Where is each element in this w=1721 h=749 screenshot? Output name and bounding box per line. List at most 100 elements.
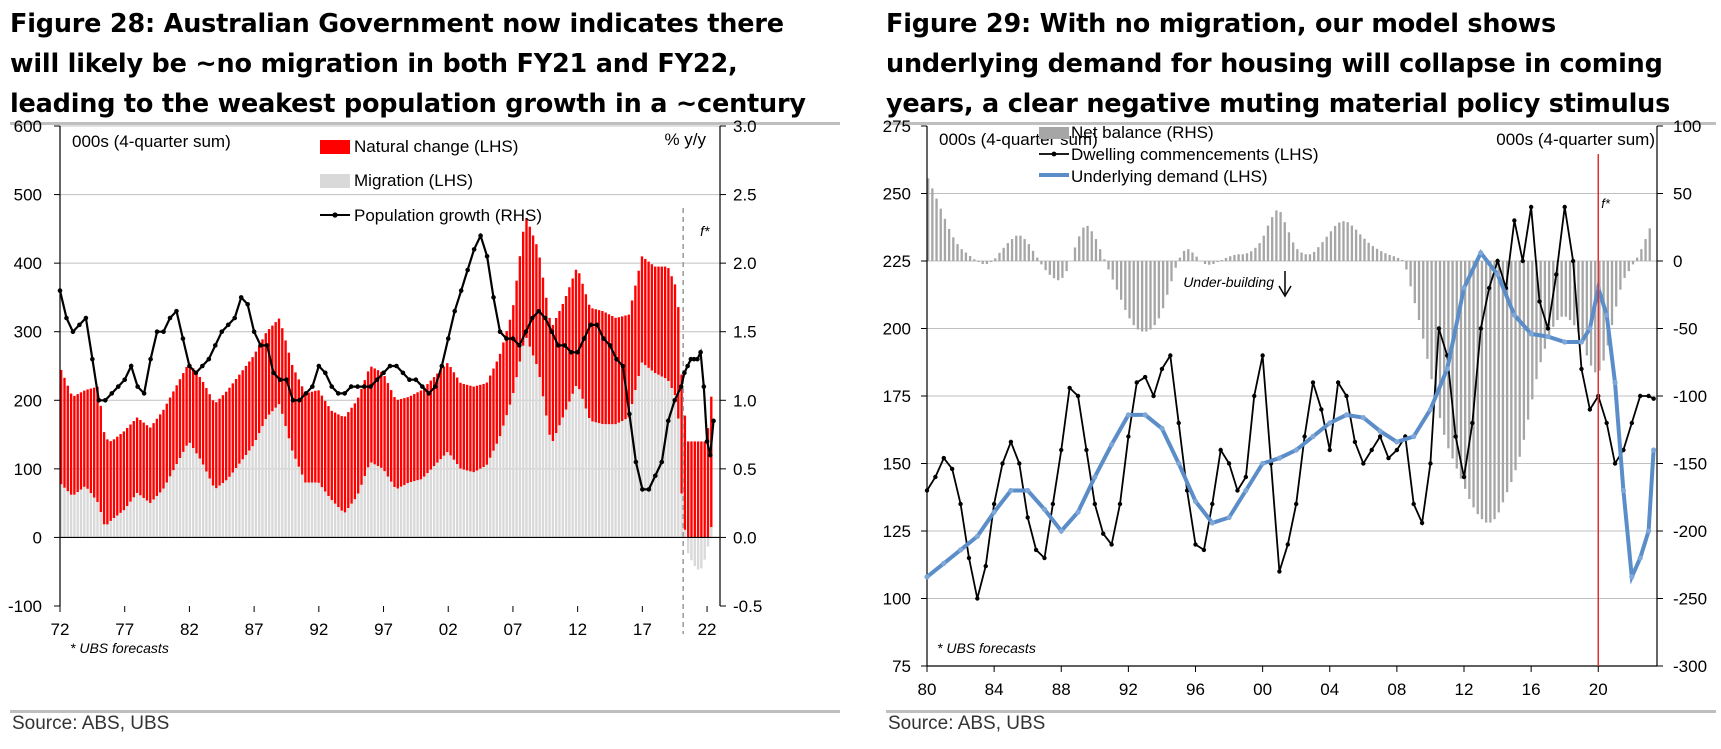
natural-change-bar — [343, 416, 347, 513]
underlying-demand-point — [1629, 574, 1635, 580]
population-growth-point — [665, 418, 671, 424]
net-balance-bar — [1078, 236, 1081, 261]
natural-change-bar — [69, 393, 73, 495]
natural-change-bar — [165, 403, 168, 483]
migration-bar — [248, 450, 251, 538]
migration-bar — [607, 424, 611, 538]
population-growth-point — [297, 397, 302, 403]
migration-bar — [614, 424, 617, 538]
net-balance-bar — [1308, 254, 1312, 261]
legend-natural-swatch — [320, 140, 350, 154]
migration-bar — [254, 440, 258, 538]
net-balance-bar — [1459, 261, 1463, 479]
net-balance-bar — [1610, 261, 1614, 326]
migration-bar — [449, 455, 452, 538]
migration-bar — [258, 433, 261, 538]
population-growth-point — [504, 336, 509, 341]
figure-28-source: Source: ABS, UBS — [12, 713, 170, 734]
natural-change-bar — [495, 361, 498, 444]
net-balance-bar — [1086, 225, 1089, 261]
under-building-arrow-head — [1278, 285, 1292, 298]
net-balance-bar — [1468, 261, 1471, 499]
migration-bar — [591, 421, 594, 538]
population-growth-point — [542, 315, 548, 321]
dwelling-commencements-point — [1218, 447, 1223, 453]
natural-change-bar — [297, 379, 300, 467]
net-balance-bar — [1027, 244, 1030, 261]
net-balance-bar — [1191, 252, 1194, 261]
natural-change-bar — [159, 414, 162, 493]
dwelling-commencements-point — [1168, 353, 1173, 358]
migration-bar — [485, 464, 489, 538]
migration-bar — [667, 381, 670, 538]
net-balance-bar — [1321, 242, 1324, 261]
population-growth-point — [471, 247, 477, 252]
net-balance-bar — [943, 218, 947, 261]
migration-bar — [479, 468, 482, 538]
net-balance-bar — [1598, 261, 1601, 371]
population-growth-point — [329, 384, 335, 389]
population-growth-point — [122, 377, 128, 383]
y-left-tick-label: 225 — [883, 252, 911, 271]
underlying-demand-point — [1494, 271, 1501, 278]
migration-bar — [149, 502, 152, 538]
migration-bar — [650, 370, 654, 538]
population-growth-point — [517, 343, 522, 348]
natural-change-bar — [416, 392, 419, 481]
natural-change-bar — [654, 266, 657, 374]
migration-bar — [155, 495, 159, 538]
legend-dwelling-label: Dwelling commencements (LHS) — [1071, 145, 1319, 164]
underlying-demand-point — [974, 533, 980, 539]
dwelling-commencements-point — [1084, 447, 1089, 453]
migration-bar — [531, 355, 535, 538]
migration-bar — [548, 434, 551, 538]
natural-change-bar — [650, 264, 654, 371]
natural-change-bar — [564, 295, 568, 410]
dwelling-commencements-point — [1285, 542, 1291, 547]
dwelling-commencements-point — [1651, 396, 1656, 401]
x-tick-label: 16 — [1522, 680, 1541, 699]
natural-change-bar — [630, 300, 634, 405]
natural-change-bar — [568, 287, 571, 402]
population-growth-point — [685, 363, 690, 369]
net-balance-bar — [1002, 247, 1005, 261]
natural-change-bar — [617, 317, 621, 423]
migration-bar — [93, 497, 96, 538]
figure-28-chart: 600 500 400 300 200 100 0 -100 3.0 2.5 2.0 1.5 1.0 0.… — [8, 117, 762, 656]
dwelling-commencements-point — [1033, 547, 1039, 553]
net-balance-bar — [1090, 231, 1093, 261]
migration-bar — [228, 476, 231, 538]
net-balance-bar — [1006, 243, 1010, 261]
net-balance-bar — [1594, 261, 1597, 373]
migration-bar — [545, 415, 548, 538]
net-balance-bar — [1472, 261, 1475, 508]
dwelling-commencements-point — [1587, 407, 1593, 412]
net-balance-bar — [1480, 261, 1484, 520]
natural-change-bar — [637, 270, 640, 377]
net-balance-bar — [1371, 246, 1375, 261]
dwelling-commencements-point — [1361, 461, 1366, 466]
migration-bar — [594, 422, 597, 538]
population-growth-point — [491, 295, 496, 300]
net-balance-bar — [1149, 261, 1152, 330]
population-growth-point — [128, 363, 134, 369]
natural-change-bar — [611, 316, 614, 425]
migration-bar — [541, 396, 545, 538]
underlying-demand-point — [1360, 415, 1366, 421]
migration-bar — [294, 458, 297, 538]
dwelling-commencements-point — [1000, 461, 1005, 466]
dwelling-commencements-point — [1377, 434, 1383, 439]
net-balance-bar — [1338, 222, 1341, 261]
migration-bar — [703, 537, 706, 560]
dwelling-commencements-point — [933, 474, 938, 480]
natural-change-bar — [175, 385, 178, 465]
natural-change-bar — [208, 394, 211, 479]
x-tick-label: 22 — [698, 620, 717, 639]
natural-change-bar — [393, 397, 396, 488]
population-growth-point — [682, 370, 687, 376]
y-right-tick-label: -50 — [1673, 320, 1698, 339]
net-balance-bar — [1229, 256, 1232, 261]
migration-bar — [178, 458, 182, 538]
migration-bar — [482, 467, 485, 538]
natural-change-bar — [267, 329, 271, 415]
